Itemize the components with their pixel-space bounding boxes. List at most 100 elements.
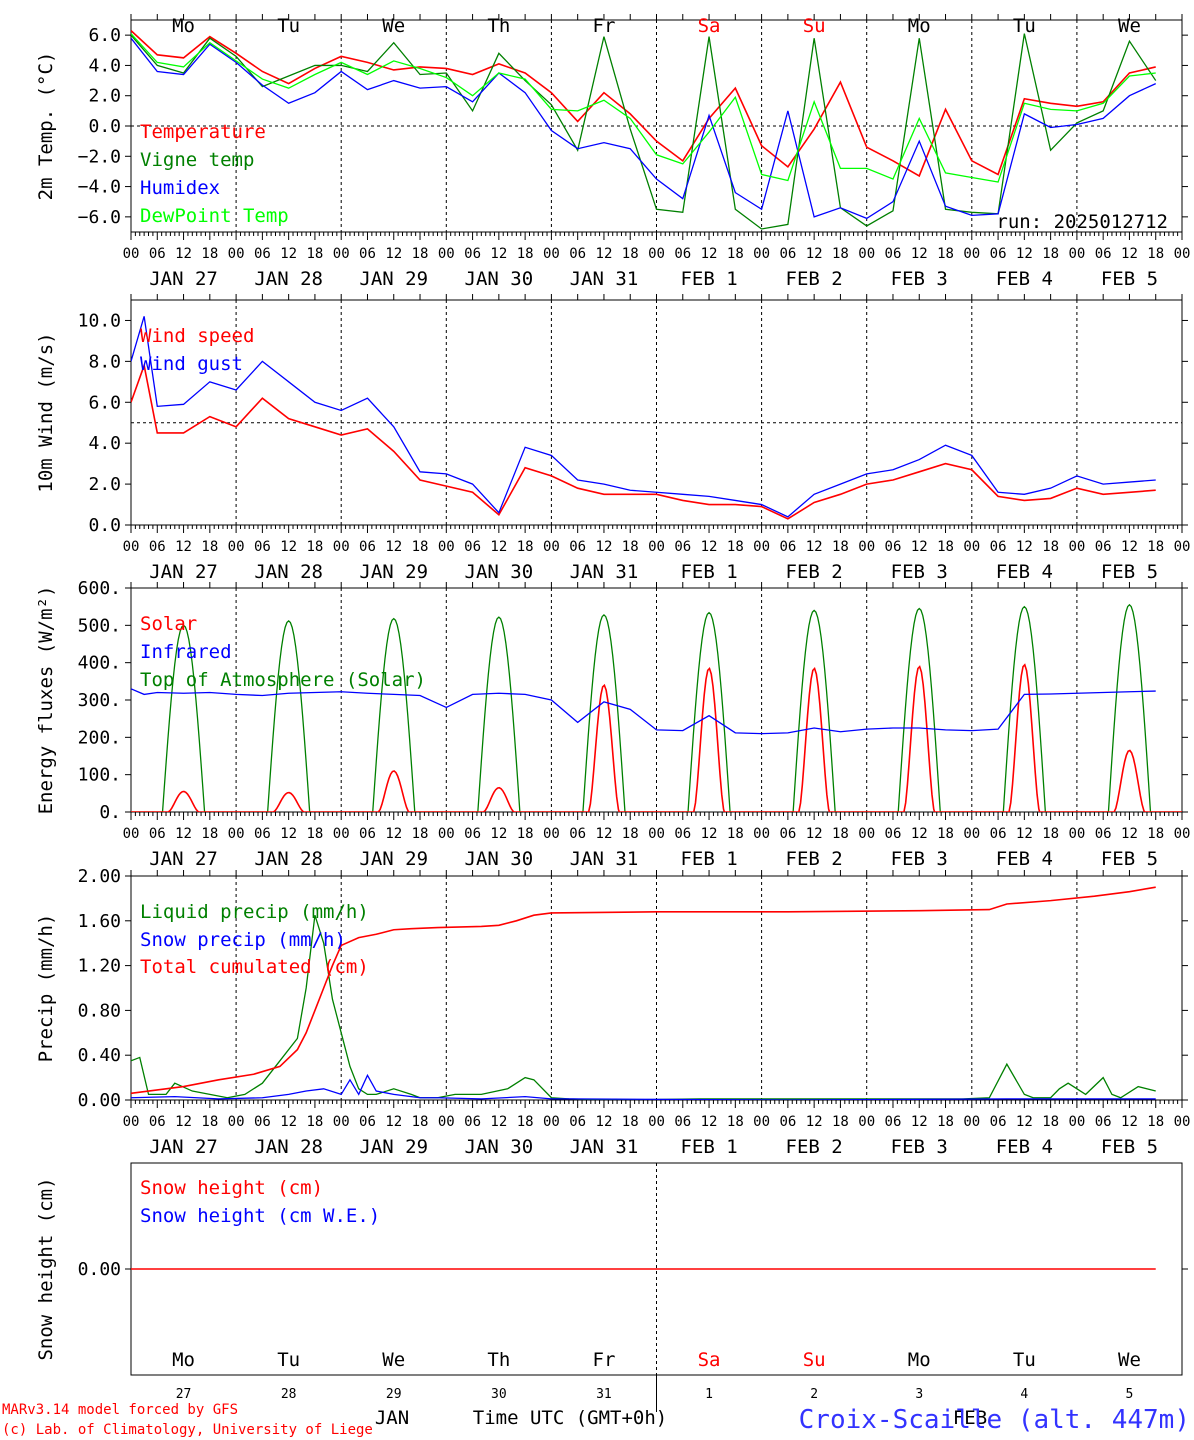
x-hour-label: 12 <box>701 246 718 262</box>
x-hour-label: 00 <box>438 826 455 842</box>
x-hour-label: 12 <box>385 539 402 555</box>
x-hour-label: 12 <box>1121 1114 1138 1130</box>
x-hour-label: 12 <box>1016 1114 1033 1130</box>
plot-frame <box>130 299 1183 526</box>
x-hour-label: 12 <box>175 246 192 262</box>
x-day-label: JAN 28 <box>254 268 323 290</box>
x-hour-label: 18 <box>306 539 323 555</box>
x-hour-label: 06 <box>674 826 691 842</box>
x-hour-label: 00 <box>123 1114 140 1130</box>
x-hour-label: 18 <box>412 1114 429 1130</box>
y-tick-label: 4.0 <box>88 55 121 76</box>
x-hour-label: 06 <box>149 826 166 842</box>
x-hour-label: 00 <box>753 246 770 262</box>
x-hour-label: 00 <box>753 1114 770 1130</box>
weekday-label: Mo <box>172 1349 195 1371</box>
x-hour-label: 18 <box>622 1114 639 1130</box>
y-tick-label: 100. <box>78 765 121 786</box>
x-hour-label: 00 <box>123 246 140 262</box>
x-day-label: JAN 28 <box>254 1136 323 1158</box>
x-hour-label: 00 <box>333 539 350 555</box>
y-tick-label: 8.0 <box>88 351 121 372</box>
legend-entry: Liquid precip (mm/h) <box>140 901 369 923</box>
x-hour-label: 12 <box>806 246 823 262</box>
x-hour-label: 12 <box>806 539 823 555</box>
x-hour-label: 18 <box>201 826 218 842</box>
weekday-label: Tu <box>1013 15 1036 37</box>
x-hour-label: 18 <box>727 246 744 262</box>
x-day-label: JAN 27 <box>149 268 218 290</box>
x-day-label: JAN 27 <box>149 848 218 870</box>
weekday-label: Mo <box>908 15 931 37</box>
x-hour-label: 00 <box>858 826 875 842</box>
legend-entry: Wind speed <box>140 325 254 347</box>
series-group <box>131 30 1157 230</box>
day-number-label: 29 <box>386 1387 402 1402</box>
weekday-label: Tu <box>277 1349 300 1371</box>
x-hour-label: 00 <box>648 539 665 555</box>
x-hour-label: 00 <box>753 826 770 842</box>
x-hour-label: 06 <box>254 539 271 555</box>
x-hour-label: 06 <box>254 246 271 262</box>
x-hour-label: 12 <box>175 1114 192 1130</box>
x-axis-title: Time UTC (GMT+0h) <box>473 1407 667 1429</box>
y-tick-label: 200. <box>78 727 121 748</box>
x-hour-label: 18 <box>727 826 744 842</box>
y-tick-label: 0.40 <box>78 1045 121 1066</box>
x-hour-label: 18 <box>832 826 849 842</box>
x-hour-label: 00 <box>438 539 455 555</box>
x-hour-label: 06 <box>990 246 1007 262</box>
x-hour-label: 12 <box>701 539 718 555</box>
x-hour-label: 18 <box>1147 539 1164 555</box>
x-hour-label: 06 <box>569 826 586 842</box>
x-hour-label: 12 <box>385 246 402 262</box>
x-hour-label: 06 <box>569 539 586 555</box>
x-day-label: JAN 31 <box>570 268 639 290</box>
series-line-temperature <box>131 30 1156 178</box>
x-hour-label: 06 <box>674 539 691 555</box>
x-hour-label: 06 <box>1095 539 1112 555</box>
series-line-snow-precip-mm-h- <box>131 1073 1156 1100</box>
x-hour-label: 12 <box>1121 539 1138 555</box>
x-hour-label: 18 <box>937 826 954 842</box>
y-axis-title: 10m Wind (m/s) <box>35 332 57 492</box>
x-day-label: FEB 3 <box>891 1136 948 1158</box>
x-hour-label: 18 <box>1042 1114 1059 1130</box>
y-tick-label: 2.00 <box>78 866 121 887</box>
x-hour-label: 06 <box>885 826 902 842</box>
series-line-wind-speed <box>131 362 1156 520</box>
weekday-label: Sa <box>698 15 721 37</box>
x-hour-label: 12 <box>1016 246 1033 262</box>
x-hour-label: 18 <box>1147 826 1164 842</box>
day-number-label: 3 <box>915 1387 923 1402</box>
x-hour-label: 00 <box>543 1114 560 1130</box>
x-hour-label: 00 <box>333 826 350 842</box>
x-hour-label: 18 <box>1042 539 1059 555</box>
x-hour-label: 12 <box>806 826 823 842</box>
y-tick-label: 400. <box>78 653 121 674</box>
x-hour-label: 18 <box>1147 1114 1164 1130</box>
x-hour-label: 18 <box>517 826 534 842</box>
y-tick-label: 500. <box>78 615 121 636</box>
x-hour-label: 18 <box>517 539 534 555</box>
weekday-label: Mo <box>908 1349 931 1371</box>
month-label-feb: FEB <box>953 1407 987 1429</box>
x-hour-label: 00 <box>438 1114 455 1130</box>
run-annotation: run: 2025012712 <box>996 211 1168 233</box>
panel-wind: 10.0 8.0 6.0 4.0 2.0 0.0 10m Wind (m/s) 00 06 12 1… <box>35 294 1190 583</box>
month-label-jan: JAN <box>375 1407 409 1429</box>
day-number-label: 31 <box>596 1387 612 1402</box>
meteogram-panels: 6.04.02.00.0−2.0−4.0−6.02m Temp. (°C)00 0… <box>35 14 1190 1412</box>
panel-temp: 6.0 4.0 2.0 0.0 −2.0 −4.0 −6.0 2m Temp. (°C) 00 0… <box>35 14 1190 290</box>
legend-entry: Temperature <box>140 121 266 143</box>
x-hour-label: 06 <box>464 826 481 842</box>
day-number-label: 5 <box>1126 1387 1134 1402</box>
y-tick-label: 0.0 <box>88 116 121 137</box>
x-hour-label: 12 <box>911 246 928 262</box>
x-hour-label: 06 <box>1095 1114 1112 1130</box>
y-tick-label: −4.0 <box>78 177 121 198</box>
x-hour-label: 12 <box>911 539 928 555</box>
x-day-label: JAN 30 <box>465 268 534 290</box>
x-hour-label: 06 <box>1095 246 1112 262</box>
day-number-label: 30 <box>491 1387 507 1402</box>
